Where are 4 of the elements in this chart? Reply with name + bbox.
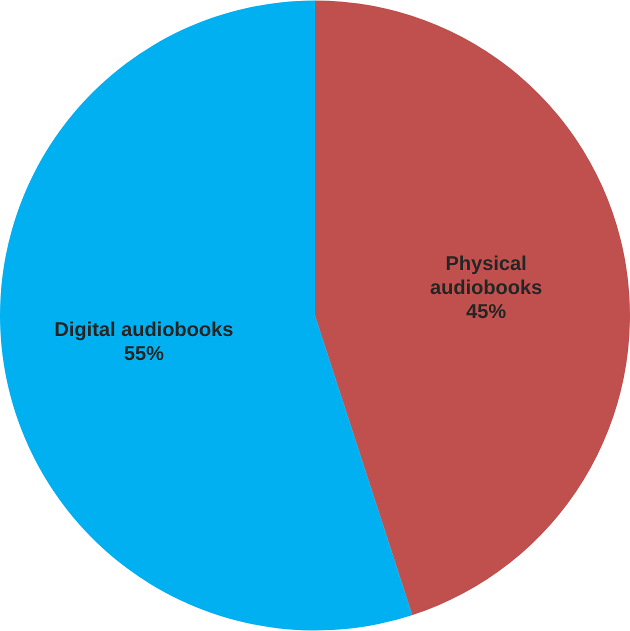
slice-label: Physical audiobooks (430, 252, 542, 299)
slice-label: Digital audiobooks (54, 319, 234, 342)
data-label: 55% (124, 343, 164, 366)
data-label: 45% (466, 300, 506, 323)
